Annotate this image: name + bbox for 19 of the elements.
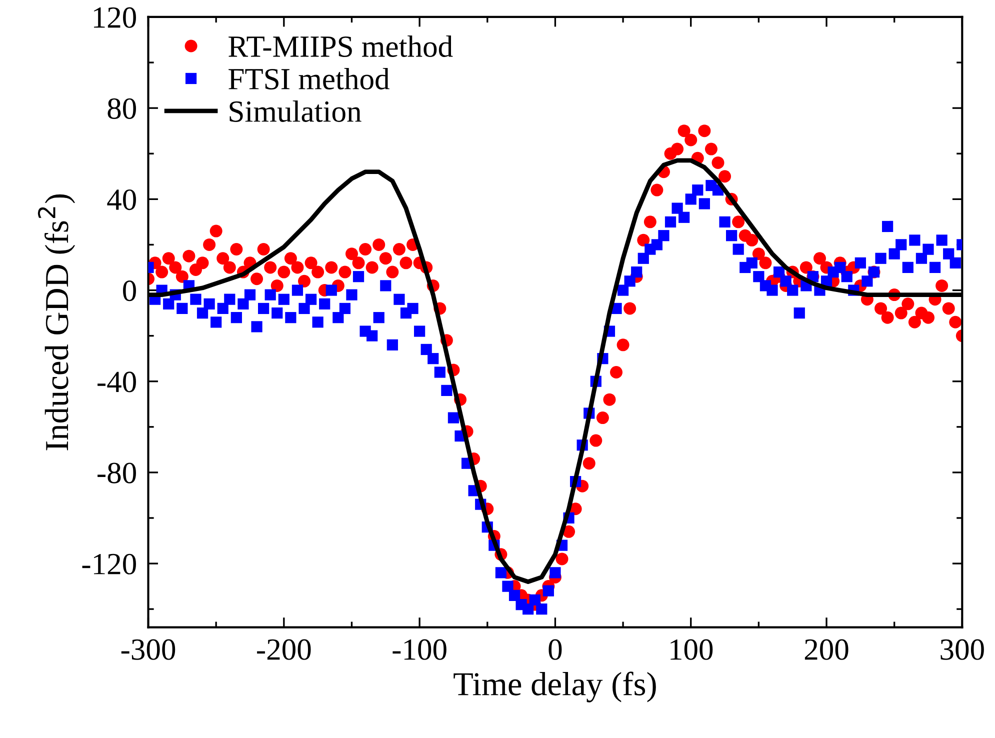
x-tick-label: -300 <box>121 639 176 660</box>
x-tick-label: 300 <box>940 639 984 660</box>
y-tick-label: 40 <box>107 189 136 210</box>
y-tick-label: 120 <box>94 7 136 28</box>
x-tick-label: 100 <box>670 639 713 660</box>
x-tick-label: 0 <box>548 639 562 660</box>
x-tick-label: 200 <box>804 639 848 660</box>
x-tick-label: -100 <box>392 639 446 660</box>
x-axis-title: Time delay (fs) <box>454 672 656 702</box>
y-tick-label: -80 <box>98 462 136 484</box>
x-tick-label: -200 <box>257 639 311 660</box>
y-tick-label: -40 <box>98 372 136 392</box>
y-tick-label: -120 <box>82 554 136 574</box>
legend-label: Simulation <box>230 100 362 122</box>
legend-label: RT-MIIPS method <box>228 35 453 57</box>
legend-label: FTSI method <box>228 68 390 90</box>
y-tick-label: 0 <box>123 280 136 302</box>
y-tick-label: 80 <box>108 98 136 119</box>
y-axis-title: Induced GDD (fs$^{2}$) <box>38 194 76 450</box>
